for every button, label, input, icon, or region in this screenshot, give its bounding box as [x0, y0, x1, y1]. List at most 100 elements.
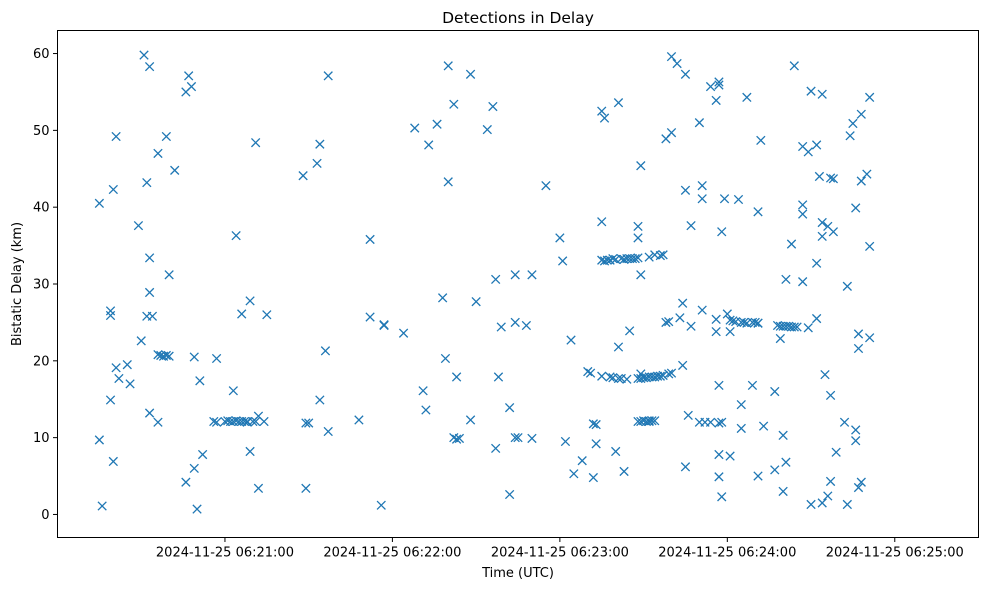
data-point — [817, 498, 827, 508]
data-point — [686, 321, 696, 331]
data-point — [633, 221, 643, 232]
data-point — [424, 140, 434, 150]
data-point — [717, 227, 727, 237]
data-point — [633, 253, 643, 263]
data-point — [758, 421, 769, 431]
data-point — [144, 408, 155, 418]
data-point — [588, 472, 599, 483]
data-point — [454, 433, 465, 444]
x-tick-label: 2024-11-25 06:22:00 — [323, 546, 461, 561]
data-point — [725, 315, 735, 325]
data-point — [577, 456, 587, 466]
data-point — [312, 158, 322, 169]
data-point — [108, 184, 118, 195]
data-point — [259, 416, 269, 427]
data-point — [122, 359, 132, 370]
data-point — [630, 253, 640, 264]
data-point — [510, 270, 520, 280]
y-tick-label: 30 — [33, 278, 50, 293]
data-point — [599, 113, 610, 123]
data-point — [839, 417, 850, 427]
data-point — [817, 231, 827, 242]
data-point — [597, 217, 607, 227]
data-point — [655, 250, 665, 261]
data-point — [680, 462, 691, 472]
data-point — [864, 333, 875, 343]
data-point — [440, 353, 451, 364]
data-point — [245, 296, 255, 306]
data-point — [613, 373, 624, 384]
data-point — [851, 425, 861, 435]
data-point — [410, 123, 420, 133]
data-point — [828, 227, 839, 237]
data-point — [739, 317, 749, 328]
data-point — [798, 277, 808, 287]
data-point — [493, 372, 504, 382]
data-point — [591, 439, 601, 449]
data-point — [823, 491, 833, 501]
data-point — [817, 89, 827, 99]
data-point — [786, 239, 797, 249]
data-point — [510, 317, 520, 328]
data-point — [566, 335, 576, 345]
data-point — [237, 309, 247, 319]
data-point — [379, 320, 389, 331]
data-point — [853, 482, 864, 493]
data-point — [161, 131, 172, 142]
data-point — [711, 95, 721, 106]
data-point — [666, 51, 677, 62]
data-point — [705, 417, 716, 427]
data-point — [228, 386, 238, 396]
data-point — [465, 415, 476, 425]
data-point — [775, 333, 786, 344]
data-point — [304, 418, 314, 428]
data-point — [504, 403, 515, 413]
data-point — [471, 297, 481, 307]
data-point — [189, 352, 199, 362]
data-point — [147, 311, 158, 321]
data-point — [848, 118, 858, 129]
data-point — [694, 118, 705, 128]
data-point — [114, 373, 124, 384]
data-point — [94, 198, 105, 209]
data-point — [184, 71, 194, 81]
data-points — [94, 50, 875, 514]
data-point — [747, 380, 758, 391]
data-point — [711, 326, 721, 337]
data-point — [680, 69, 691, 79]
data-point — [195, 376, 205, 386]
data-point — [510, 432, 520, 443]
data-point — [644, 252, 654, 262]
data-point — [613, 342, 624, 352]
data-point — [398, 328, 409, 338]
data-point — [717, 417, 727, 427]
data-point — [831, 447, 841, 457]
data-point — [756, 135, 766, 146]
data-point — [491, 274, 501, 285]
data-point — [714, 77, 724, 87]
x-axis-label: Time (UTC) — [481, 566, 554, 581]
data-point — [842, 499, 852, 510]
data-point — [825, 173, 836, 183]
data-point — [725, 451, 735, 461]
data-point — [711, 314, 721, 324]
y-tick-label: 60 — [33, 47, 50, 62]
data-point — [636, 369, 646, 379]
data-point — [820, 369, 830, 380]
data-point — [811, 258, 822, 268]
data-point — [161, 350, 172, 361]
data-point — [680, 185, 691, 195]
data-point — [136, 336, 146, 346]
data-point — [753, 318, 763, 328]
data-point — [647, 416, 657, 426]
y-tick-label: 20 — [33, 354, 50, 369]
data-point — [862, 169, 872, 179]
data-point — [315, 139, 325, 149]
data-point — [496, 322, 506, 332]
data-point — [722, 309, 732, 319]
data-point — [144, 61, 155, 72]
data-point — [798, 209, 808, 219]
data-point — [828, 174, 839, 184]
data-point — [181, 477, 191, 487]
